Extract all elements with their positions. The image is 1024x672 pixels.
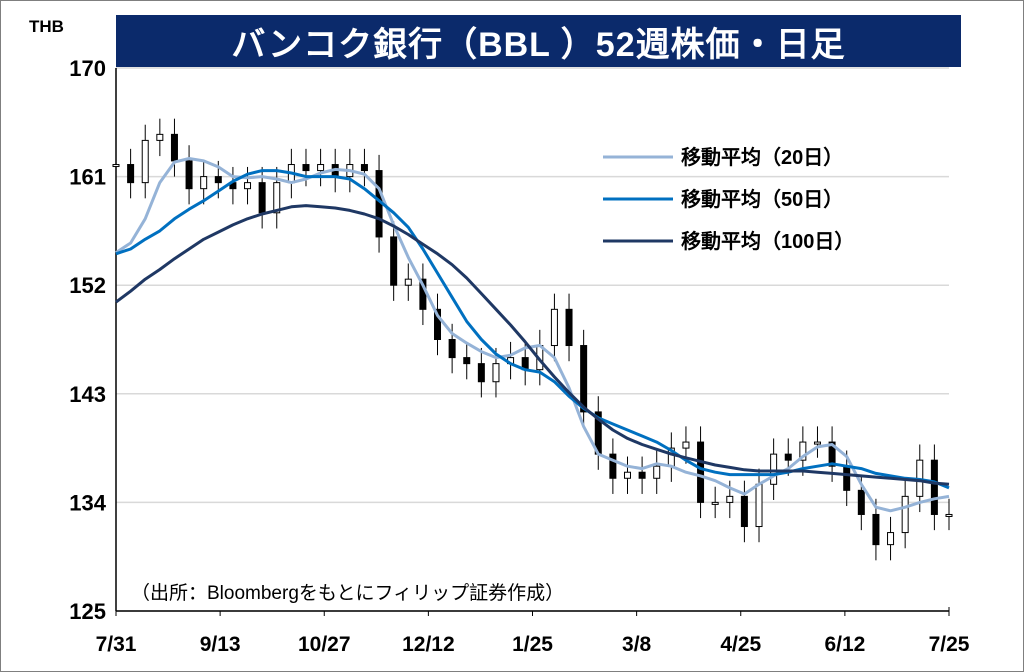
candle-body: [799, 441, 807, 461]
x-tick-label: 6/12: [824, 633, 865, 656]
candle-body: [302, 164, 310, 172]
candle-body: [258, 182, 266, 214]
y-tick-label: 125: [69, 599, 106, 624]
candle-body: [755, 483, 763, 528]
x-tick-label: 7/31: [96, 633, 137, 656]
candle-body: [726, 495, 734, 503]
candle-body: [550, 308, 558, 347]
y-tick-label: 143: [69, 382, 106, 407]
candle-body: [360, 164, 368, 172]
candle-body: [930, 459, 938, 515]
candle-body: [463, 357, 471, 365]
candle-body: [623, 471, 631, 479]
ma-line-2: [115, 204, 950, 486]
candle-body: [887, 532, 895, 546]
ma-line-0: [115, 157, 950, 513]
source-note: （出所：Bloombergをもとにフィリップ証券作成）: [131, 582, 564, 604]
candle-body: [127, 164, 135, 184]
candle-body: [711, 501, 719, 505]
candle-body: [784, 453, 792, 461]
x-tick-label: 10/27: [298, 633, 351, 656]
candle-body: [682, 441, 690, 449]
y-tick-label: 161: [69, 165, 106, 190]
candle-body: [141, 139, 149, 184]
ma-line-1: [115, 169, 950, 490]
candle-body: [244, 182, 252, 190]
candle-body: [653, 465, 661, 479]
candle-body: [770, 453, 778, 485]
legend-label: 移動平均（50日）: [681, 187, 843, 211]
candle-body: [185, 160, 193, 190]
candle-body: [492, 363, 500, 383]
candle-body: [156, 133, 164, 141]
x-tick-label: 1/25: [512, 633, 553, 656]
candle-body: [434, 308, 442, 341]
candle-body: [638, 471, 646, 479]
candle-body: [317, 164, 325, 172]
candle-body: [390, 236, 398, 286]
candle-body: [828, 441, 836, 467]
candle-body: [813, 441, 821, 445]
y-unit-label: THB: [29, 17, 64, 36]
candle-body: [200, 176, 208, 190]
y-tick-label: 152: [69, 273, 106, 298]
candle-body: [872, 513, 880, 546]
candle-body: [448, 339, 456, 359]
legend-label: 移動平均（100日）: [681, 229, 854, 253]
x-tick-label: 12/12: [402, 633, 455, 656]
candle-body: [843, 465, 851, 491]
x-tick-label: 7/25: [929, 633, 970, 656]
candle-body: [901, 495, 909, 534]
x-tick-label: 3/8: [622, 633, 652, 656]
candle-body: [857, 489, 865, 515]
candle-body: [697, 441, 705, 503]
candle-body: [214, 176, 222, 184]
candle-body: [580, 345, 588, 413]
candle-body: [565, 308, 573, 347]
x-tick-label: 9/13: [200, 633, 241, 656]
legend-label: 移動平均（20日）: [681, 145, 843, 169]
candle-body: [404, 278, 412, 286]
candle-body: [609, 453, 617, 479]
candle-body: [740, 495, 748, 528]
y-tick-label: 170: [69, 56, 106, 81]
chart-title: バンコク銀行（BBL ）52週株価・日足: [116, 15, 961, 67]
candle-body: [273, 182, 281, 214]
y-tick-label: 134: [69, 490, 106, 515]
candle-body: [945, 513, 953, 517]
x-tick-label: 4/25: [720, 633, 761, 656]
candle-body: [170, 133, 178, 162]
candle-body: [477, 363, 485, 383]
candle-body: [112, 164, 120, 168]
